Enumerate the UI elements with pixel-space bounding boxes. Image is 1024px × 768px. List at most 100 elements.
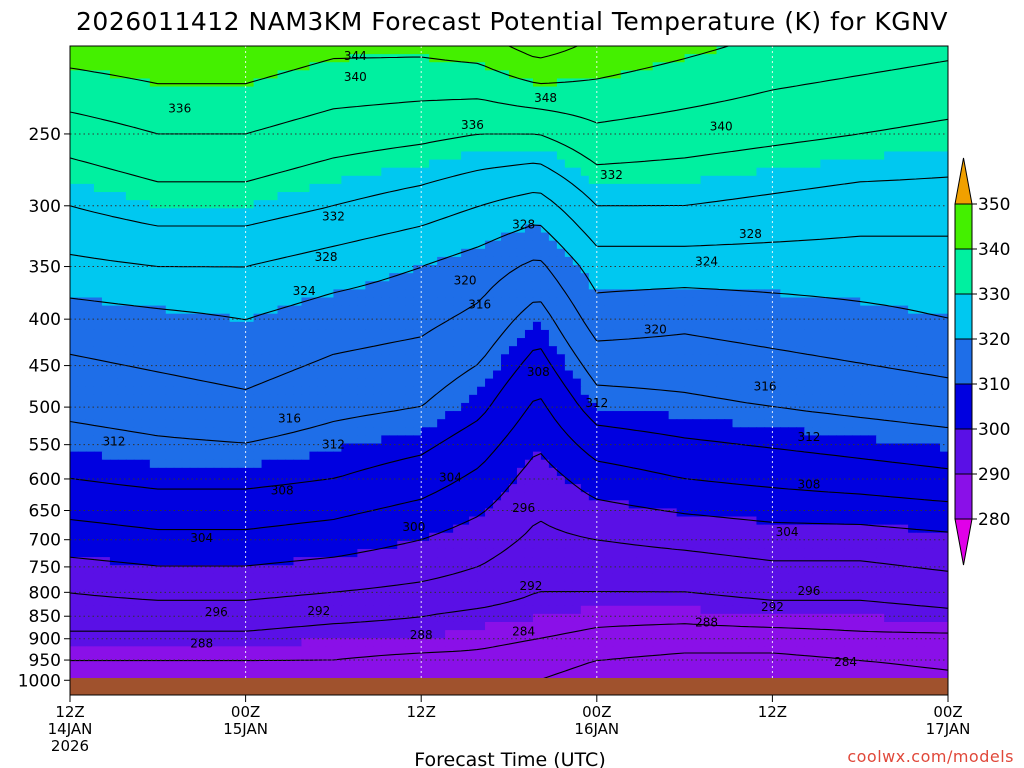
field-cell: [245, 119, 255, 128]
field-cell: [133, 175, 143, 185]
field-cell: [197, 232, 207, 242]
field-cell: [285, 402, 295, 412]
field-cell: [429, 411, 438, 420]
field-cell: [245, 240, 255, 250]
field-cell: [325, 313, 334, 323]
field-cell: [149, 224, 159, 234]
field-cell: [253, 62, 263, 71]
field-cell: [700, 167, 710, 177]
field-cell: [509, 281, 518, 290]
field-cell: [509, 78, 518, 88]
field-cell: [636, 297, 646, 307]
field-cell: [580, 321, 590, 331]
field-cell: [253, 86, 263, 96]
field-cell: [349, 127, 358, 136]
field-cell: [501, 378, 510, 388]
field-cell: [269, 216, 279, 226]
field-cell: [828, 305, 837, 315]
field-cell: [429, 46, 438, 55]
field-cell: [493, 346, 502, 355]
field-cell: [429, 256, 438, 266]
field-cell: [461, 62, 470, 71]
field-cell: [405, 159, 414, 169]
field-cell: [836, 192, 845, 201]
field-cell: [389, 329, 398, 339]
field-cell: [860, 378, 869, 388]
field-cell: [764, 78, 773, 88]
field-cell: [940, 208, 948, 217]
field-cell: [732, 135, 742, 144]
field-cell: [652, 208, 662, 217]
field-cell: [461, 183, 470, 193]
field-cell: [868, 256, 877, 266]
field-cell: [932, 110, 941, 120]
field-cell: [748, 224, 758, 234]
field-cell: [229, 386, 239, 396]
field-cell: [125, 167, 135, 177]
field-cell: [572, 208, 582, 217]
field-cell: [876, 281, 885, 290]
field-cell: [716, 394, 726, 404]
field-cell: [580, 127, 590, 136]
field-cell: [932, 208, 941, 217]
field-cell: [836, 70, 845, 80]
field-cell: [293, 329, 303, 339]
field-cell: [708, 159, 718, 169]
field-cell: [700, 232, 710, 242]
field-cell: [636, 305, 646, 315]
field-cell: [876, 273, 885, 282]
field-cell: [437, 346, 446, 355]
field-cell: [77, 305, 87, 315]
field-cell: [596, 70, 606, 80]
field-cell: [700, 192, 710, 201]
field-cell: [453, 329, 462, 339]
field-cell: [844, 54, 853, 63]
field-cell: [277, 224, 287, 234]
field-cell: [461, 70, 470, 80]
field-cell: [157, 411, 167, 420]
field-cell: [636, 200, 646, 209]
field-cell: [628, 70, 638, 80]
field-cell: [844, 386, 853, 396]
field-cell: [373, 86, 382, 96]
field-cell: [133, 305, 143, 315]
field-cell: [628, 386, 638, 396]
field-cell: [796, 248, 805, 258]
field-cell: [221, 386, 231, 396]
field-cell: [133, 159, 143, 169]
field-cell: [580, 151, 590, 161]
field-cell: [445, 232, 454, 242]
field-cell: [708, 386, 718, 396]
field-cell: [900, 159, 909, 169]
field-cell: [421, 394, 430, 404]
field-cell: [109, 248, 119, 258]
field-cell: [341, 346, 350, 355]
field-cell: [405, 183, 414, 193]
field-cell: [229, 354, 239, 363]
field-cell: [133, 232, 143, 242]
field-cell: [652, 86, 662, 96]
field-cell: [205, 386, 215, 396]
field-cell: [445, 119, 454, 128]
field-cell: [604, 151, 614, 161]
field-cell: [924, 78, 933, 88]
field-cell: [93, 370, 103, 380]
field-cell: [373, 143, 382, 153]
field-cell: [149, 183, 159, 193]
field-cell: [668, 346, 678, 355]
field-cell: [732, 94, 742, 104]
field-cell: [357, 232, 366, 242]
field-cell: [70, 256, 79, 266]
field-cell: [916, 159, 925, 169]
field-cell: [413, 338, 422, 347]
field-cell: [764, 265, 773, 274]
field-cell: [844, 151, 853, 161]
field-cell: [477, 232, 486, 242]
field-cell: [325, 281, 334, 290]
field-cell: [548, 305, 558, 315]
field-cell: [389, 183, 398, 193]
field-cell: [453, 78, 462, 88]
field-cell: [844, 354, 853, 363]
field-cell: [85, 305, 95, 315]
field-cell: [852, 151, 861, 161]
